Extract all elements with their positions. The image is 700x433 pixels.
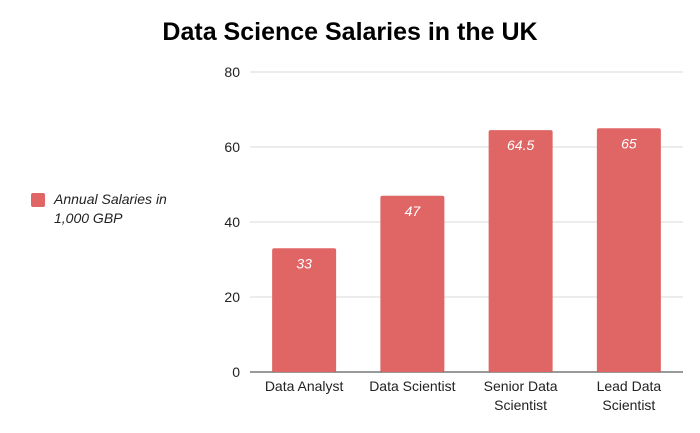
y-tick-label: 40	[224, 214, 240, 230]
x-tick-label: Senior Data	[484, 378, 558, 394]
x-tick-label: Scientist	[494, 397, 547, 413]
y-tick-label: 20	[224, 289, 240, 305]
x-tick-label: Scientist	[602, 397, 655, 413]
bar	[596, 128, 661, 372]
data-label: 47	[405, 203, 422, 219]
y-tick-label: 60	[224, 139, 240, 155]
data-label: 33	[296, 255, 312, 271]
y-tick-label: 0	[232, 364, 240, 380]
y-tick-label: 80	[224, 64, 240, 80]
x-tick-label: Data Analyst	[265, 378, 344, 394]
bar	[380, 195, 445, 372]
bar	[272, 248, 337, 372]
data-label: 64.5	[507, 137, 534, 153]
x-tick-label: Data Scientist	[369, 378, 455, 394]
legend-label: Annual Salaries in 1,000 GBP	[54, 191, 167, 226]
legend-swatch	[31, 193, 45, 207]
chart-title: Data Science Salaries in the UK	[162, 18, 538, 46]
bar	[488, 130, 553, 372]
x-tick-label: Lead Data	[597, 378, 662, 394]
data-label: 65	[621, 135, 637, 151]
